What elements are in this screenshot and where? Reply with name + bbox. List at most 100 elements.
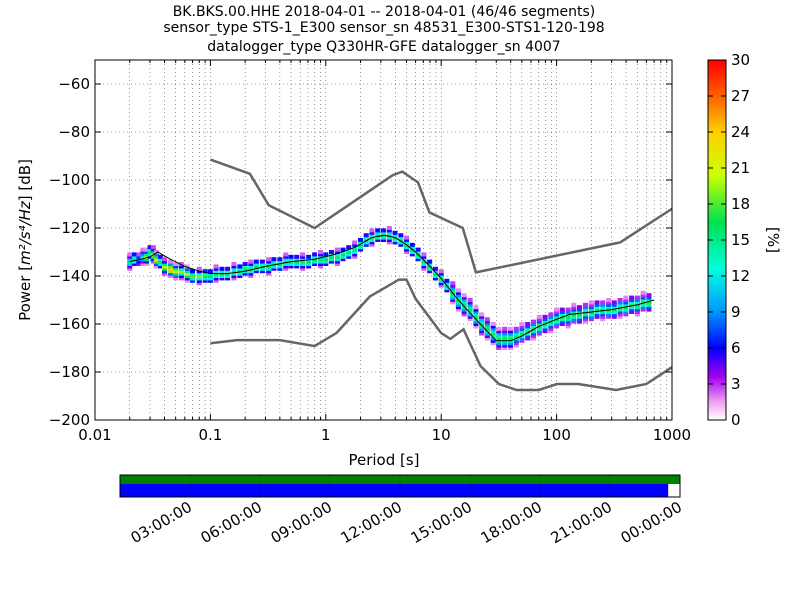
histogram-cell <box>404 245 410 250</box>
histogram-cell <box>173 271 179 276</box>
histogram-cell <box>231 274 237 278</box>
histogram-cell <box>623 295 629 300</box>
histogram-cell <box>161 262 167 266</box>
histogram-cell <box>438 281 444 286</box>
histogram-cell <box>328 259 334 264</box>
histogram-cell <box>611 314 617 319</box>
availability-time-label: 06:00:00 <box>198 498 265 547</box>
histogram-cell <box>136 259 142 264</box>
histogram-cell <box>646 293 652 298</box>
histogram-cell <box>559 312 565 317</box>
histogram-cell <box>600 300 606 305</box>
histogram-cell <box>283 259 289 264</box>
histogram-cell <box>380 235 386 240</box>
histogram-cell <box>380 228 386 233</box>
histogram-cell <box>577 312 583 317</box>
histogram-cell <box>542 324 548 329</box>
histogram-cell <box>611 312 617 317</box>
histogram-cell <box>421 259 427 264</box>
histogram-cell <box>266 271 272 276</box>
histogram-cell <box>421 262 427 266</box>
histogram-cell <box>323 259 329 264</box>
histogram-cell <box>565 317 571 322</box>
histogram-cell <box>594 302 600 307</box>
histogram-cell <box>328 250 334 254</box>
histogram-cell <box>318 262 324 266</box>
histogram-cell <box>392 240 398 245</box>
histogram-cell <box>634 300 640 305</box>
histogram-cell <box>629 300 635 305</box>
histogram-cell <box>525 324 531 329</box>
histogram-cell <box>588 312 594 317</box>
histogram-cell <box>323 257 329 262</box>
histogram-cell <box>513 343 519 348</box>
histogram-cell <box>617 302 623 307</box>
histogram-cell <box>271 262 277 266</box>
histogram-cell <box>479 324 485 329</box>
histogram-cell <box>398 242 404 247</box>
histogram-cell <box>184 266 190 271</box>
histogram-cell <box>288 262 294 266</box>
histogram-cell <box>196 278 202 283</box>
histogram-cell <box>242 266 248 271</box>
histogram-cell <box>415 254 421 259</box>
histogram-cell <box>531 319 537 324</box>
histogram-cell <box>646 300 652 305</box>
axis-ticks <box>94 60 673 421</box>
histogram-cell <box>167 269 173 274</box>
histogram-cell <box>617 298 623 302</box>
histogram-cell <box>231 264 237 269</box>
histogram-cell <box>623 312 629 317</box>
histogram-cell <box>158 257 164 262</box>
histogram-cell <box>502 329 508 334</box>
histogram-cell <box>318 252 324 257</box>
histogram-cell <box>513 329 519 334</box>
histogram-cell <box>629 310 635 314</box>
histogram-cell <box>496 336 502 341</box>
histogram-cell <box>271 264 277 269</box>
histogram-cell <box>207 269 213 274</box>
histogram-cell <box>202 271 208 276</box>
histogram-cell <box>161 266 167 271</box>
histogram-cell <box>467 307 473 312</box>
histogram-cell <box>409 252 415 257</box>
histogram-cell <box>531 331 537 336</box>
histogram-cell <box>502 343 508 348</box>
histogram-cell <box>496 343 502 348</box>
histogram-cell <box>178 276 184 281</box>
title-line-1: BK.BKS.00.HHE 2018-04-01 -- 2018-04-01 (… <box>173 4 596 20</box>
histogram-cell <box>173 269 179 274</box>
histogram-cell <box>606 300 612 305</box>
colorbar-tick-label: 3 <box>731 375 741 393</box>
histogram-cell <box>611 302 617 307</box>
histogram-cell <box>253 259 259 264</box>
histogram-cell <box>386 235 392 240</box>
histogram-cell <box>536 322 542 326</box>
x-tick-labels: 0.01 0.1 1 10 100 1000 <box>78 426 691 444</box>
histogram-cell <box>140 259 146 264</box>
histogram-cell <box>640 307 646 312</box>
histogram-cell <box>502 346 508 350</box>
availability-bar: 03:00:00 06:00:00 09:00:00 12:00:00 15:00:00… <box>119 474 685 547</box>
histogram-cell <box>173 262 179 266</box>
histogram-cell <box>600 314 606 319</box>
colorbar-tick-label: 24 <box>731 123 750 141</box>
histogram-cell <box>340 254 346 259</box>
histogram-cell <box>490 329 496 334</box>
histogram-cell <box>144 252 150 257</box>
y-tick-label: −120 <box>49 219 90 237</box>
histogram-cell <box>594 314 600 319</box>
histogram-cell <box>392 233 398 238</box>
histogram-cell <box>588 317 594 322</box>
histogram-cell <box>398 238 404 242</box>
histogram-cell <box>577 319 583 324</box>
histogram-cell <box>496 329 502 334</box>
histogram-cell <box>502 331 508 336</box>
histogram-cell <box>150 250 156 254</box>
histogram-cell <box>167 262 173 266</box>
histogram-cell <box>594 300 600 305</box>
histogram-cell <box>352 250 358 254</box>
y-axis-label-after: ] [dB] <box>16 159 34 201</box>
histogram-cell <box>548 317 554 322</box>
histogram-cell <box>548 329 554 334</box>
